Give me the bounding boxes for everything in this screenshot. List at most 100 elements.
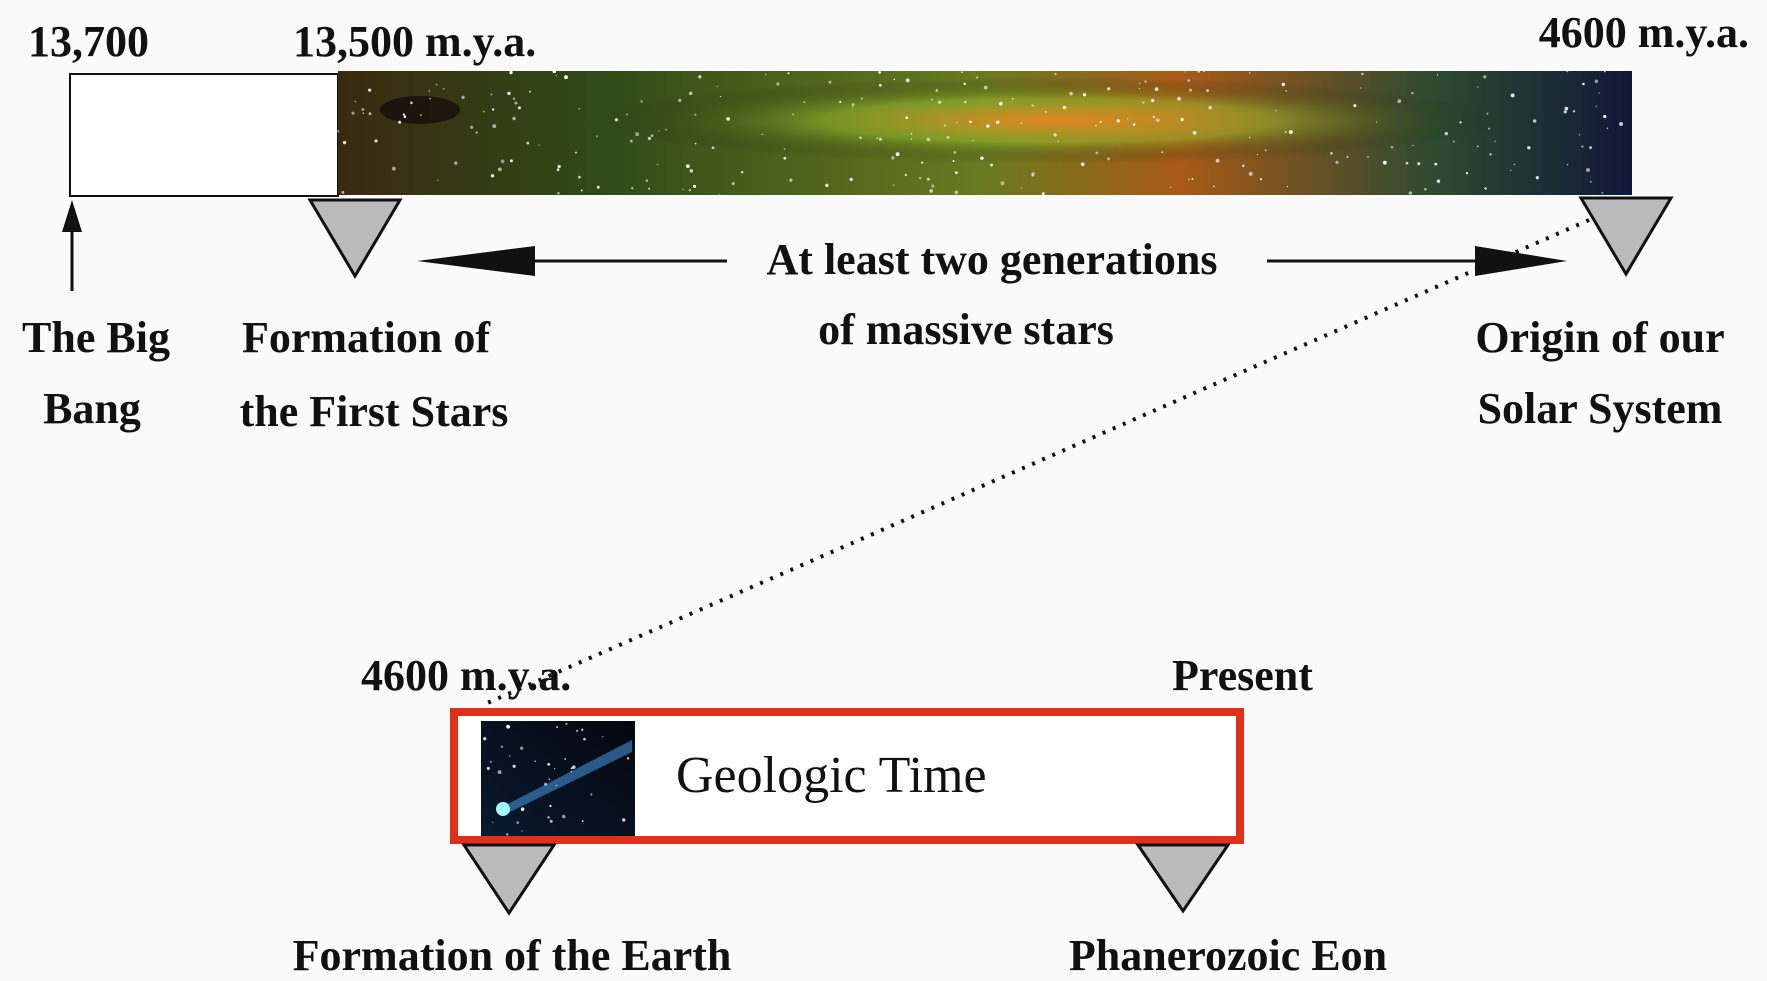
star xyxy=(517,106,521,110)
star xyxy=(1275,110,1277,112)
star xyxy=(1151,98,1155,103)
star xyxy=(926,137,931,142)
star xyxy=(526,141,530,145)
star xyxy=(1417,162,1421,166)
star xyxy=(1598,92,1600,94)
star xyxy=(556,168,560,172)
star xyxy=(1411,92,1414,95)
star xyxy=(658,130,660,132)
star xyxy=(374,139,378,143)
star xyxy=(492,124,497,129)
star xyxy=(498,810,503,815)
star xyxy=(626,757,630,760)
star xyxy=(575,729,579,733)
star xyxy=(1603,114,1607,119)
star xyxy=(828,80,832,84)
star xyxy=(575,151,577,154)
star xyxy=(509,159,513,163)
star xyxy=(878,137,883,141)
star xyxy=(998,101,1003,106)
star xyxy=(570,771,572,773)
star xyxy=(1281,82,1286,87)
star xyxy=(580,189,583,192)
star xyxy=(937,100,942,104)
star xyxy=(893,78,896,81)
star xyxy=(954,190,959,195)
star xyxy=(1144,80,1147,83)
star xyxy=(572,765,576,769)
star xyxy=(442,88,445,90)
star xyxy=(583,737,586,741)
star xyxy=(1589,180,1592,183)
star xyxy=(1169,186,1172,189)
star xyxy=(538,144,540,146)
star xyxy=(342,140,347,145)
star xyxy=(719,95,722,98)
star xyxy=(1241,164,1245,168)
star xyxy=(509,70,513,75)
star xyxy=(402,113,406,116)
star xyxy=(1138,88,1141,90)
star xyxy=(694,113,697,116)
star xyxy=(565,722,568,725)
star xyxy=(1126,117,1129,120)
star xyxy=(986,124,990,128)
star xyxy=(548,778,550,780)
star xyxy=(645,179,649,182)
star xyxy=(561,814,566,819)
star xyxy=(1139,82,1141,85)
star xyxy=(921,161,924,164)
star xyxy=(918,176,922,180)
star xyxy=(555,74,557,77)
star xyxy=(506,833,509,836)
star xyxy=(516,821,520,824)
star xyxy=(891,156,895,160)
star xyxy=(647,136,651,140)
star xyxy=(716,85,718,88)
star xyxy=(803,101,806,104)
star xyxy=(718,194,720,196)
star xyxy=(648,187,651,190)
star xyxy=(483,737,487,741)
star xyxy=(1080,162,1085,167)
star xyxy=(946,135,950,139)
star xyxy=(1436,74,1439,76)
star xyxy=(1020,187,1023,189)
star xyxy=(1286,185,1289,188)
star xyxy=(1031,174,1034,177)
star xyxy=(1488,127,1491,130)
end-date: 4600 m.y.a. xyxy=(1539,8,1749,57)
star xyxy=(905,116,909,120)
big-bang-label: Bang xyxy=(43,384,141,433)
star xyxy=(521,830,523,832)
arrow-head xyxy=(62,200,82,232)
star xyxy=(1489,153,1492,156)
star xyxy=(549,819,553,823)
star xyxy=(944,124,947,127)
star xyxy=(776,82,780,86)
star xyxy=(555,784,558,787)
star xyxy=(514,101,518,105)
star xyxy=(1594,79,1599,84)
star xyxy=(557,164,561,169)
star xyxy=(686,164,690,168)
star xyxy=(1187,178,1190,181)
star xyxy=(1177,96,1181,101)
star xyxy=(1397,99,1402,104)
star xyxy=(1477,86,1479,88)
star xyxy=(971,139,974,142)
star xyxy=(403,115,407,119)
star xyxy=(954,171,958,175)
star xyxy=(1152,115,1155,118)
star xyxy=(1208,105,1212,110)
star xyxy=(1477,145,1479,148)
star xyxy=(1412,144,1414,147)
star xyxy=(1000,181,1005,186)
star xyxy=(963,82,966,86)
star xyxy=(851,103,855,107)
star xyxy=(1256,153,1259,156)
star xyxy=(1054,72,1057,76)
star xyxy=(1142,101,1145,104)
star xyxy=(1606,127,1609,129)
